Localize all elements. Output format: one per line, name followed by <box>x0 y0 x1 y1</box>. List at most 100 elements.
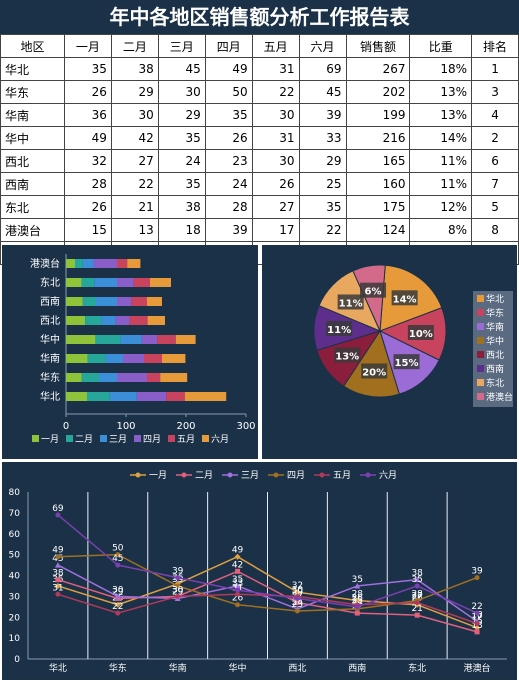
line-legend-label: 三月 <box>241 470 259 481</box>
line-point <box>235 591 241 597</box>
table-row: 港澳台 15 13 18 39 17 22 124 8% 8 <box>0 218 519 242</box>
header-cell: 一月 <box>63 34 112 58</box>
bar-segment <box>120 335 142 344</box>
table-cell: 华东 <box>0 80 65 104</box>
table-cell: 13% <box>409 103 473 127</box>
header-cell: 五月 <box>251 34 300 58</box>
line-y-tick-label: 70 <box>9 509 21 519</box>
pie-legend-swatch <box>477 323 484 330</box>
table-cell: 31 <box>251 126 300 150</box>
header-cell: 六月 <box>298 34 347 58</box>
header-cell: 三月 <box>157 34 206 58</box>
bar-segment <box>82 259 94 268</box>
table-cell: 27 <box>110 149 159 173</box>
line-data-label: 17 <box>471 613 482 623</box>
line-data-label: 35 <box>352 575 363 585</box>
line-x-tick-label: 华南 <box>169 662 187 674</box>
line-point <box>474 575 480 581</box>
line-chart: 01020304050607080华北华东华南华中西北西南东北港澳台352636… <box>9 469 507 674</box>
pie-data-label: 14% <box>393 294 417 305</box>
bar-segment <box>81 373 99 382</box>
line-data-label: 35 <box>232 575 243 585</box>
table-cell: 18% <box>409 57 473 81</box>
table-row: 东北 26 21 38 28 27 35 175 12% 5 <box>0 195 519 219</box>
line-series <box>57 593 478 625</box>
pie-label-box <box>360 282 387 298</box>
line-x-tick-label: 华东 <box>109 662 127 674</box>
table-cell: 45 <box>157 57 206 81</box>
bar-segment <box>66 354 88 363</box>
line-legend-marker <box>365 472 371 478</box>
table-cell: 38 <box>157 195 206 219</box>
line-series <box>57 555 478 629</box>
line-data-label: 22 <box>112 602 123 612</box>
line-data-label: 50 <box>112 544 124 554</box>
table-cell: 华中 <box>0 126 65 150</box>
table-row: 华东 26 29 30 50 22 45 202 13% 3 <box>0 80 519 104</box>
bar-legend-swatch <box>168 435 175 442</box>
table-row: 西南 28 22 35 24 26 25 160 11% 7 <box>0 172 519 196</box>
line-point <box>235 587 241 593</box>
table-row: 华中 49 42 35 26 31 33 216 14% 2 <box>0 126 519 150</box>
line-data-label: 27 <box>411 592 422 602</box>
pie-label-box <box>337 294 364 310</box>
line-point <box>234 582 241 589</box>
bar-segment <box>66 316 86 325</box>
line-point <box>474 624 481 631</box>
bar-legend-swatch <box>134 435 141 442</box>
table-cell: 24 <box>204 172 253 196</box>
table-cell: 175 <box>345 195 411 219</box>
line-y-tick-label: 0 <box>14 655 20 665</box>
table-cell: 35 <box>157 172 206 196</box>
bar-category-label: 西南 <box>40 295 60 308</box>
bar-segment <box>109 392 137 401</box>
line-data-label: 29 <box>172 587 184 597</box>
bar-segment <box>66 335 96 344</box>
table-cell: 38 <box>110 57 159 81</box>
pie-legend-label: 港澳台 <box>486 391 513 403</box>
line-legend-label: 四月 <box>287 470 305 481</box>
table-cell: 45 <box>298 80 347 104</box>
bar-segment <box>127 259 141 268</box>
table-cell: 30 <box>251 103 300 127</box>
bar-segment <box>66 373 82 382</box>
line-data-label: 69 <box>52 504 64 514</box>
pie-label-box <box>361 363 388 379</box>
line-point <box>234 553 241 560</box>
line-point <box>294 608 300 614</box>
table-cell: 26 <box>251 172 300 196</box>
bar-segment <box>133 278 150 287</box>
table-cell: 202 <box>345 80 411 104</box>
table-cell: 26 <box>63 195 112 219</box>
table-cell: 39 <box>298 103 347 127</box>
table-cell: 49 <box>63 126 112 150</box>
bar-segment <box>157 335 176 344</box>
line-point <box>354 610 360 616</box>
bar-x-tick-label: 100 <box>116 421 135 432</box>
bar-segment <box>123 354 144 363</box>
line-point <box>55 591 61 597</box>
line-point <box>114 593 121 599</box>
line-point <box>54 582 61 589</box>
pie-label-box <box>334 347 361 363</box>
table-cell: 124 <box>345 218 411 242</box>
line-point <box>55 512 61 518</box>
table-cell: 13 <box>110 218 159 242</box>
line-x-tick-label: 西北 <box>288 663 306 674</box>
line-point <box>414 583 420 589</box>
table-cell: 8 <box>471 218 519 242</box>
table-cell: 港澳台 <box>0 218 65 242</box>
line-series <box>57 564 478 623</box>
bar-category-label: 华北 <box>40 390 60 403</box>
line-data-label: 24 <box>292 598 304 608</box>
bar-segment <box>81 278 95 287</box>
table-cell: 11% <box>409 149 473 173</box>
pie-data-label: 20% <box>362 368 386 379</box>
line-data-label: 26 <box>232 594 244 604</box>
table-cell: 33 <box>298 126 347 150</box>
pie-label-box <box>326 321 353 337</box>
line-legend-label: 二月 <box>195 470 213 481</box>
table-row: 西北 32 27 24 23 30 29 165 11% 6 <box>0 149 519 173</box>
bar-x-tick-label: 300 <box>236 421 255 432</box>
